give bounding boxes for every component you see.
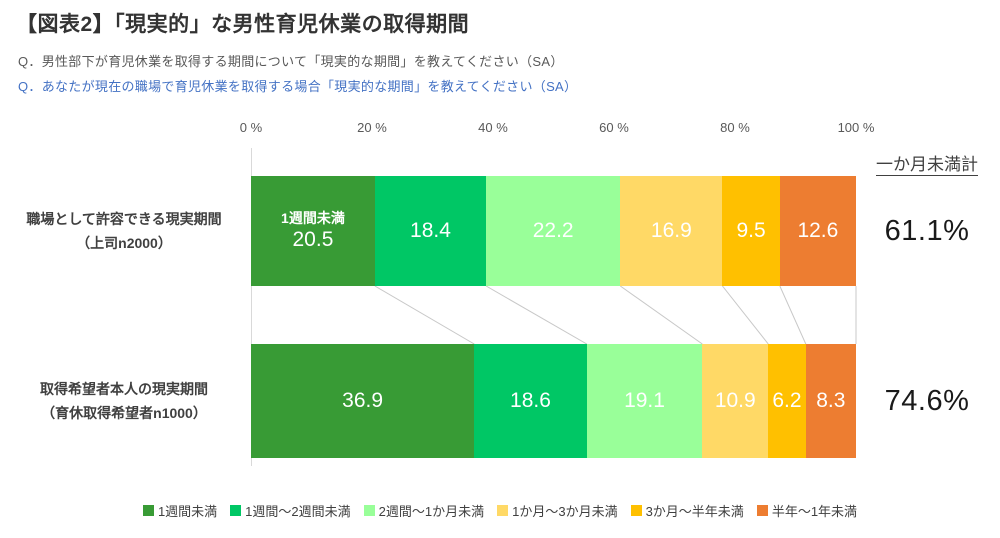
chart-title: 【図表2】「現実的」な男性育児休業の取得期間 [16, 13, 470, 36]
legend-label: 1週間～2週間未満 [245, 504, 351, 519]
bar-segment: 22.2 [486, 176, 621, 286]
segment-inline-label: 1週間未満 [281, 210, 345, 226]
connector-line [619, 286, 703, 344]
bar-segment: 1週間未満 20.5 [251, 176, 375, 286]
legend-swatch [363, 505, 375, 516]
segment-value: 18.6 [510, 389, 551, 412]
legend-swatch [230, 505, 242, 516]
segment-value: 10.9 [714, 389, 756, 412]
category-label-line1: 職場として許容できる現実期間 [26, 211, 222, 227]
bar-segment: 18.6 [474, 344, 587, 458]
bar-row: 1週間未満 20.5 18.4 22.2 16.9 9.5 12.6 [251, 176, 856, 286]
x-axis-tick: 40 % [478, 120, 508, 135]
bar-segment: 18.4 [374, 176, 487, 286]
category-label-line2: （育休取得希望者n1000） [41, 405, 207, 421]
category-label: 取得希望者本人の現実期間 （育休取得希望者n1000） [4, 344, 244, 458]
legend-label: 半年～1年未満 [771, 504, 858, 519]
bar-segment: 19.1 [586, 344, 703, 458]
bar-segment: 10.9 [702, 344, 769, 458]
legend-label: 1週間未満 [157, 504, 218, 519]
segment-value: 19.1 [624, 389, 665, 412]
x-axis-tick: 100 % [837, 120, 875, 135]
bar-segment: 16.9 [620, 176, 723, 286]
bar-segment: 8.3 [805, 344, 856, 458]
bar-segment: 36.9 [251, 344, 475, 458]
legend-item: 3か月～半年未満 [630, 501, 744, 520]
total-column-header: 一か月未満計 [876, 155, 978, 176]
y-axis-line [251, 148, 252, 466]
legend-item: 半年～1年未満 [756, 501, 858, 520]
category-label-line1: 取得希望者本人の現実期間 [40, 381, 208, 397]
question-1: Q．男性部下が育児休業を取得する期間について「現実的な期間」を教えてください（S… [18, 54, 564, 69]
connector-line [722, 286, 769, 344]
category-label-line2: （上司n2000） [76, 235, 172, 251]
segment-value: 6.2 [772, 389, 802, 412]
segment-value: 20.5 [292, 228, 334, 251]
segment-value: 8.3 [816, 389, 846, 412]
segment-value: 18.4 [410, 219, 451, 242]
legend-label: 3か月～半年未満 [645, 504, 744, 519]
segment-value: 9.5 [736, 219, 766, 242]
x-axis-tick: 0 % [239, 120, 263, 135]
bar-segment: 6.2 [768, 344, 806, 458]
legend-swatch [142, 505, 154, 516]
connector-line [374, 286, 475, 344]
total-value: 61.1% [884, 214, 970, 247]
connector-line [485, 286, 588, 344]
connector-line [779, 286, 807, 344]
segment-value: 16.9 [650, 219, 692, 242]
legend-item: 1週間未満 [142, 501, 218, 520]
x-axis-tick: 60 % [599, 120, 629, 135]
segment-value: 12.6 [797, 219, 839, 242]
x-axis-tick: 80 % [720, 120, 750, 135]
total-value: 74.6% [884, 384, 970, 417]
legend-swatch [630, 505, 642, 516]
legend-label: 2週間～1か月未満 [378, 504, 485, 519]
legend-swatch [497, 505, 509, 516]
legend-item: 1か月～3か月未満 [497, 501, 618, 520]
bar-row: 36.9 18.6 19.1 10.9 6.2 8.3 [251, 344, 856, 458]
question-2: Q．あなたが現在の職場で育児休業を取得する場合「現実的な期間」を教えてください（… [18, 79, 578, 94]
x-axis-tick: 20 % [357, 120, 387, 135]
legend-swatch [756, 505, 768, 516]
legend: 1週間未満 1週間～2週間未満 2週間～1か月未満 1か月～3か月未満 3か月～半年未満… [0, 501, 1000, 520]
legend-item: 2週間～1か月未満 [363, 501, 485, 520]
legend-item: 1週間～2週間未満 [230, 501, 351, 520]
category-label: 職場として許容できる現実期間 （上司n2000） [4, 176, 244, 286]
segment-value: 22.2 [532, 219, 574, 242]
bar-segment: 9.5 [722, 176, 780, 286]
legend-label: 1か月～3か月未満 [512, 504, 618, 519]
bar-segment: 12.6 [779, 176, 856, 286]
segment-value: 36.9 [342, 389, 384, 412]
connector-lines [374, 286, 857, 344]
